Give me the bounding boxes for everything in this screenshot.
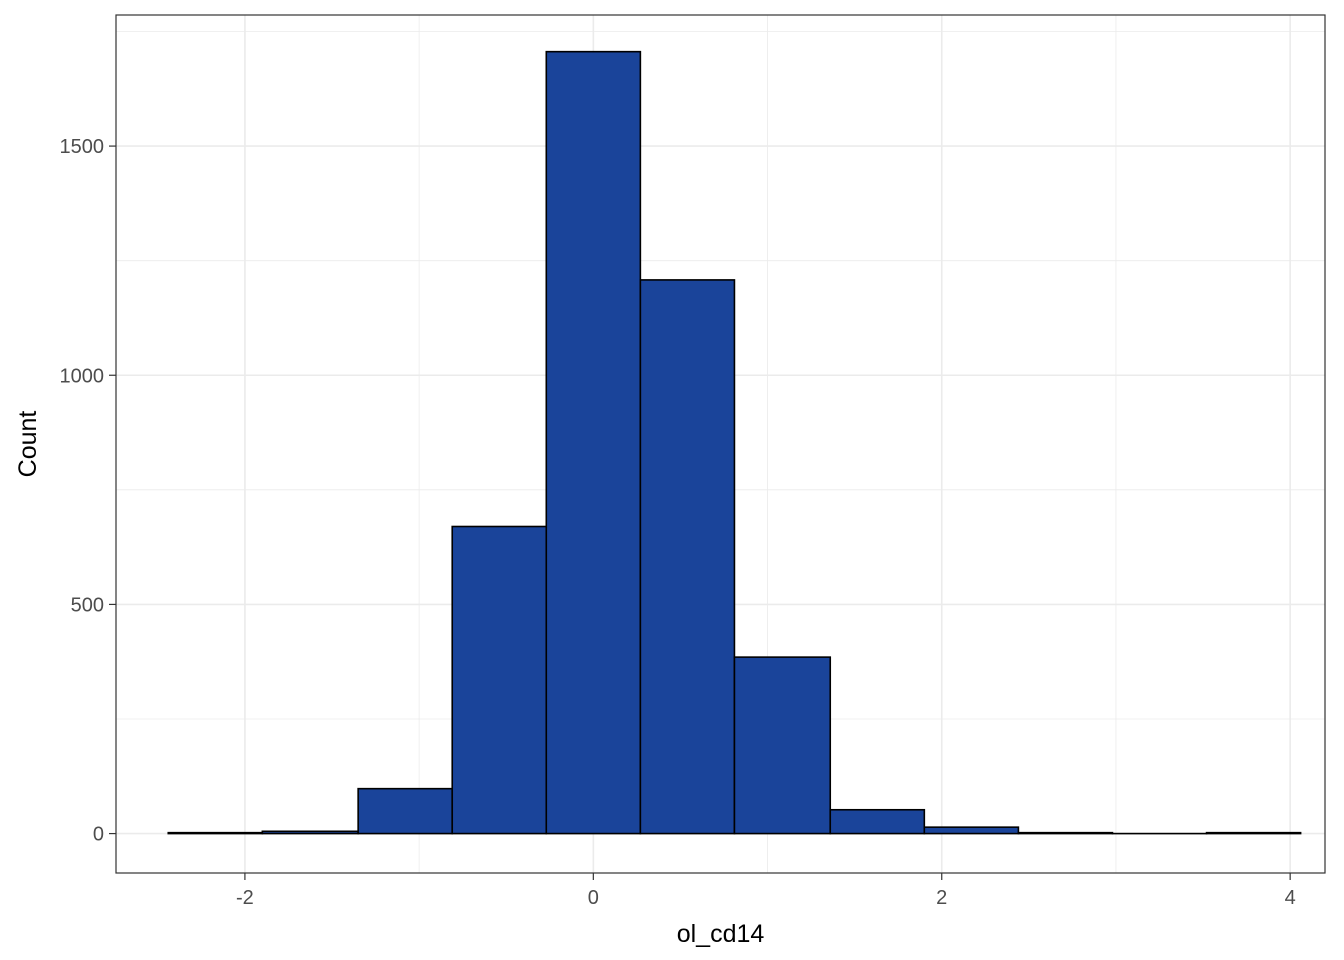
histogram-bar-6	[733, 656, 832, 835]
y-tick-label: 0	[93, 824, 104, 846]
x-axis-title: ol_cd14	[677, 920, 765, 948]
histogram-bar-0	[167, 831, 264, 835]
x-tick-label: 0	[588, 887, 599, 909]
histogram-bar-11	[1205, 831, 1302, 835]
histogram-bar-7	[829, 808, 926, 835]
panel-border	[115, 14, 1326, 874]
histogram-bar-1	[261, 830, 359, 835]
histogram-bar-9	[1017, 831, 1114, 835]
x-axis-ticks: -2 0 2 4	[236, 873, 1296, 909]
y-axis-title: Count	[14, 411, 42, 478]
y-axis-ticks: 0 500 1000 1500	[60, 136, 116, 846]
y-tick-label: 1000	[60, 365, 105, 387]
y-tick-label: 1500	[60, 136, 105, 158]
x-tick-label: 2	[936, 887, 947, 909]
y-tick-label: 500	[71, 594, 104, 616]
x-tick-label: 4	[1285, 887, 1296, 909]
histogram-bar-2	[357, 787, 454, 835]
x-tick-label: -2	[236, 887, 254, 909]
histogram-bar-4	[545, 50, 642, 835]
histogram-bars	[167, 50, 1302, 835]
histogram-bar-5	[639, 279, 736, 835]
histogram-bar-8	[923, 826, 1020, 835]
histogram-bar-3	[451, 525, 548, 835]
